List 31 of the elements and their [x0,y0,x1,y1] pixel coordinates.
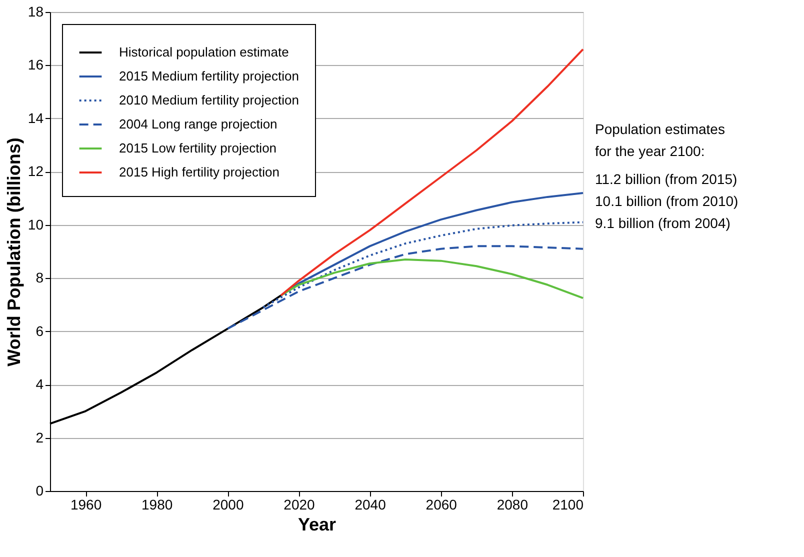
y-tick-label: 6 [36,322,44,339]
text: for the year 2100: [595,143,705,159]
x-tick-label: 2040 [354,496,386,512]
y-tick-label: 4 [36,376,44,392]
y-tick-label: 16 [28,56,44,73]
x-tick-label: 2100 [552,496,584,512]
x-tick-label: 2060 [426,496,458,512]
y-axis-title: World Population (billions) [4,138,24,366]
y-tick-label: 8 [36,270,44,286]
y-tick-label: 2 [36,429,44,446]
y-tick-label: 10 [28,216,44,232]
x-tick-label: 2080 [496,496,528,512]
x-tick-label: 2020 [284,496,316,512]
legend-label: 2015 High fertility projection [119,164,280,180]
legend-label: Historical population estimate [119,44,289,60]
legend-label: 2010 Medium fertility projection [119,92,299,108]
legend-label: 2004 Long range projection [119,116,278,132]
y-tick-label: 14 [28,110,44,126]
text: 11.2 billion (from 2015) [595,171,738,187]
x-tick-label: 1980 [142,496,173,512]
y-tick-label: 18 [28,4,44,20]
text: Population estimates [595,121,725,137]
x-tick-label: 2000 [212,496,244,512]
x-axis-title: Year [298,514,336,534]
legend-label: 2015 Low fertility projection [119,140,277,156]
y-tick-label: 12 [28,163,44,180]
y-tick-label: 0 [36,482,44,498]
text: 10.1 billion (from 2010) [595,193,738,209]
x-tick-label: 1960 [70,496,102,512]
text: 9.1 billion (from 2004) [595,215,730,231]
legend-label: 2015 Medium fertility projection [119,68,299,84]
